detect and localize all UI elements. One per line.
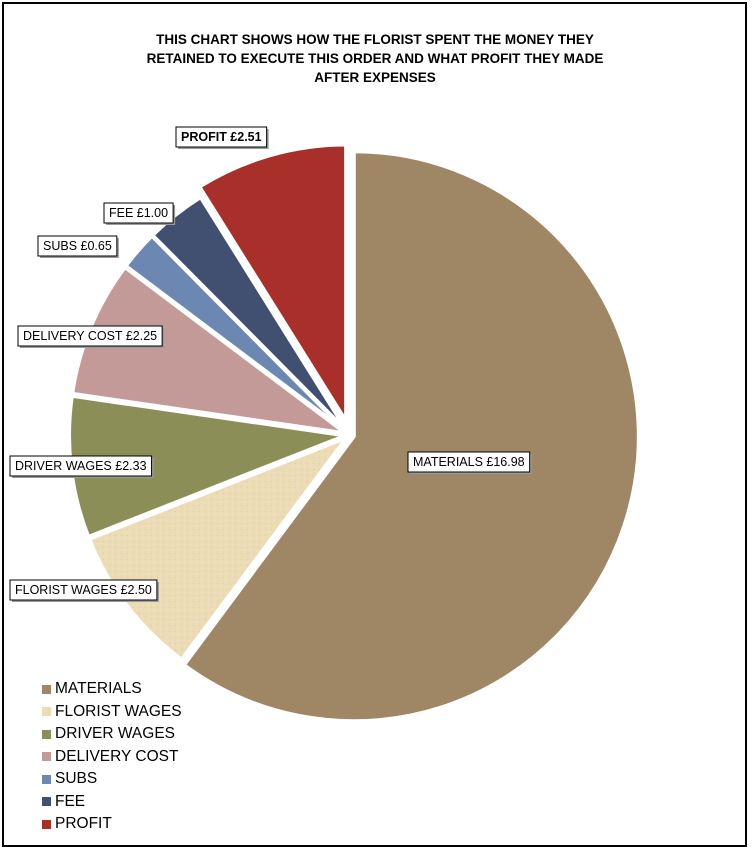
legend-label: FLORIST WAGES <box>55 702 182 720</box>
legend-swatch <box>42 774 51 784</box>
pie-slice-florist-wages <box>86 433 353 663</box>
legend-swatch <box>42 729 51 739</box>
data-label-profit: PROFIT £2.51 <box>175 126 269 149</box>
legend-swatch <box>42 819 51 829</box>
svg-text:DRIVER WAGES £2.33: DRIVER WAGES £2.33 <box>15 459 147 473</box>
legend-item-subs: SUBS <box>42 768 182 791</box>
legend-swatch <box>42 752 51 762</box>
data-label-florist-wages: FLORIST WAGES £2.50 <box>9 579 159 602</box>
data-label-materials: MATERIALS £16.98 <box>407 451 532 474</box>
chart-title: THIS CHART SHOWS HOW THE FLORIST SPENT T… <box>146 32 604 85</box>
legend-swatch <box>42 684 51 694</box>
legend-label: FEE <box>55 792 86 810</box>
legend-label: MATERIALS <box>55 680 142 698</box>
svg-text:MATERIALS £16.98: MATERIALS £16.98 <box>413 455 525 469</box>
legend-item-delivery-cost: DELIVERY COST <box>42 746 182 769</box>
chart-legend: MATERIALS FLORIST WAGES DRIVER WAGES DELIVE… <box>42 678 182 836</box>
legend-label: SUBS <box>55 770 98 788</box>
svg-text:SUBS £0.65: SUBS £0.65 <box>43 239 112 253</box>
data-label-subs: SUBS £0.65 <box>37 235 119 258</box>
legend-label: PROFIT <box>55 815 112 833</box>
pie-slice-profit <box>196 142 349 429</box>
legend-swatch <box>42 797 51 807</box>
pie-slice-materials <box>181 149 641 724</box>
legend-item-materials: MATERIALS <box>42 678 182 701</box>
data-label-delivery-cost: DELIVERY COST £2.25 <box>17 325 165 348</box>
legend-item-driver-wages: DRIVER WAGES <box>42 723 182 746</box>
legend-item-profit: PROFIT <box>42 813 182 836</box>
legend-label: DELIVERY COST <box>55 747 179 765</box>
svg-text:FLORIST WAGES £2.50: FLORIST WAGES £2.50 <box>15 583 152 597</box>
data-label-fee: FEE £1.00 <box>103 202 176 225</box>
legend-label: DRIVER WAGES <box>55 725 175 743</box>
svg-text:FEE £1.00: FEE £1.00 <box>109 206 168 220</box>
pie-slice-fee <box>149 194 350 434</box>
legend-item-florist-wages: FLORIST WAGES <box>42 701 182 724</box>
data-label-driver-wages: DRIVER WAGES £2.33 <box>9 455 154 478</box>
legend-item-fee: FEE <box>42 791 182 814</box>
svg-text:PROFIT £2.51: PROFIT £2.51 <box>181 130 262 144</box>
legend-swatch <box>42 707 51 717</box>
svg-text:DELIVERY COST £2.25: DELIVERY COST £2.25 <box>23 329 157 343</box>
